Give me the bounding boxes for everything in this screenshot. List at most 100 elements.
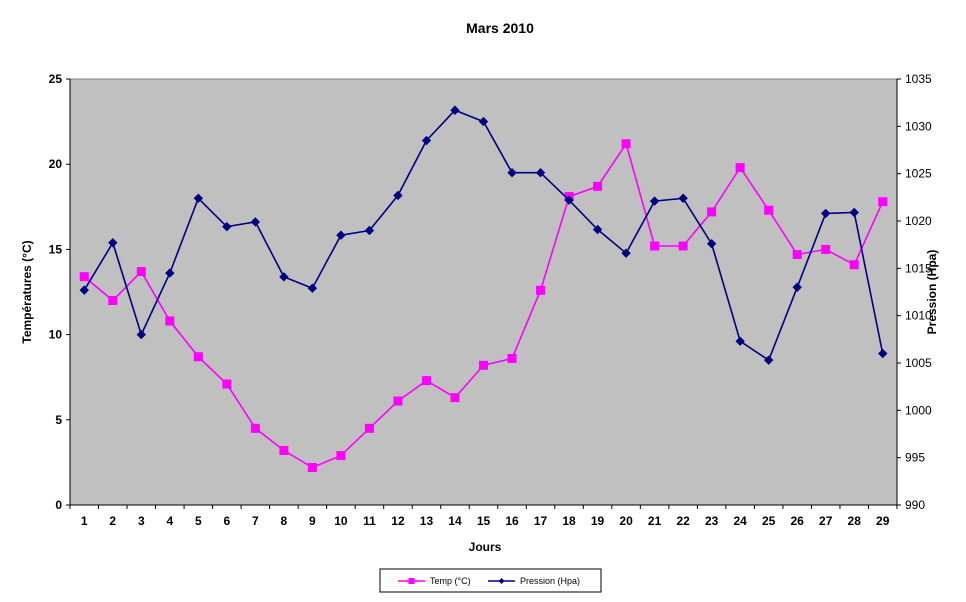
right-tick-label: 1030 bbox=[905, 119, 932, 133]
left-tick-label: 0 bbox=[55, 498, 62, 512]
data-point bbox=[735, 336, 745, 346]
data-point bbox=[307, 463, 317, 473]
data-point bbox=[279, 272, 289, 282]
data-point bbox=[393, 396, 403, 406]
data-point bbox=[849, 260, 859, 270]
data-point bbox=[193, 193, 204, 203]
data-point bbox=[193, 352, 203, 362]
data-point bbox=[621, 248, 631, 258]
x-tick-label: 25 bbox=[762, 514, 776, 528]
data-point bbox=[250, 423, 260, 433]
data-point bbox=[450, 105, 460, 115]
data-point bbox=[763, 355, 774, 365]
y-axis-title: Températures (°C) bbox=[20, 240, 34, 343]
data-point bbox=[478, 116, 489, 127]
data-point bbox=[878, 197, 888, 207]
right-tick-label: 1020 bbox=[905, 214, 932, 228]
data-point bbox=[792, 282, 802, 292]
x-axis-title: Jours bbox=[469, 540, 502, 554]
data-point bbox=[307, 283, 318, 293]
x-tick-label: 19 bbox=[591, 514, 605, 528]
data-point bbox=[878, 348, 888, 359]
data-point bbox=[450, 393, 460, 403]
x-tick-label: 8 bbox=[281, 514, 288, 528]
x-tick-label: 3 bbox=[138, 514, 145, 528]
data-point bbox=[136, 329, 147, 340]
x-tick-label: 12 bbox=[391, 514, 405, 528]
left-tick-label: 15 bbox=[49, 242, 63, 256]
data-point bbox=[136, 267, 146, 277]
x-tick-label: 1 bbox=[81, 514, 88, 528]
data-point bbox=[108, 296, 118, 306]
right-tick-label: 990 bbox=[905, 498, 925, 512]
data-point bbox=[564, 195, 574, 205]
x-tick-label: 29 bbox=[876, 514, 890, 528]
data-point bbox=[364, 423, 374, 433]
left-tick-label: 10 bbox=[49, 328, 63, 342]
data-point bbox=[706, 239, 717, 249]
right-tick-label: 1005 bbox=[905, 356, 932, 370]
data-point bbox=[364, 225, 375, 236]
x-tick-label: 20 bbox=[619, 514, 633, 528]
left-tick-label: 20 bbox=[49, 157, 63, 171]
x-tick-label: 14 bbox=[448, 514, 462, 528]
data-point bbox=[250, 217, 261, 227]
legend: Temp (°C) Pression (Hpa) bbox=[379, 568, 602, 593]
data-point bbox=[592, 224, 603, 235]
data-point bbox=[336, 230, 346, 240]
data-point bbox=[649, 196, 660, 206]
x-tick-label: 9 bbox=[309, 514, 316, 528]
data-point bbox=[535, 168, 546, 178]
x-tick-label: 24 bbox=[733, 514, 747, 528]
x-tick-label: 6 bbox=[224, 514, 231, 528]
data-point bbox=[678, 241, 688, 251]
data-point bbox=[421, 135, 432, 146]
x-tick-label: 11 bbox=[363, 514, 376, 528]
data-point bbox=[108, 238, 118, 248]
legend-label: Temp (°C) bbox=[430, 576, 471, 586]
data-point bbox=[735, 163, 745, 173]
x-tick-label: 17 bbox=[534, 514, 548, 528]
data-point bbox=[507, 168, 517, 178]
data-point bbox=[678, 193, 688, 203]
x-axis: 1 2 3 4 5 6 7 8 9 10 11 12 13 14 15 16 17 18 19 20 21 22 23 24 2… bbox=[69, 504, 898, 528]
data-point bbox=[707, 207, 717, 217]
data-point bbox=[764, 205, 774, 215]
right-tick-label: 995 bbox=[905, 451, 925, 465]
legend-marker bbox=[498, 578, 505, 584]
plot-area bbox=[69, 78, 898, 506]
data-point bbox=[849, 207, 859, 218]
data-point bbox=[279, 445, 289, 455]
left-tick-label: 5 bbox=[55, 413, 62, 427]
data-point bbox=[165, 268, 175, 278]
x-tick-label: 16 bbox=[505, 514, 519, 528]
right-tick-label: 1015 bbox=[905, 261, 932, 275]
data-point bbox=[165, 316, 175, 326]
x-tick-label: 7 bbox=[252, 514, 259, 528]
data-point bbox=[336, 451, 346, 461]
left-axis: 0 5 10 15 20 25 bbox=[49, 72, 71, 512]
x-tick-label: 21 bbox=[648, 514, 662, 528]
right-tick-label: 1025 bbox=[905, 167, 932, 181]
data-point bbox=[421, 376, 431, 386]
data-point bbox=[79, 285, 89, 295]
left-tick-label: 25 bbox=[49, 72, 63, 86]
x-tick-label: 2 bbox=[109, 514, 116, 528]
legend-label: Pression (Hpa) bbox=[520, 576, 580, 586]
right-axis: 990 995 1000 1005 1010 1015 1020 1025 1030 1035 bbox=[896, 72, 932, 512]
data-point bbox=[820, 208, 831, 219]
x-tick-label: 22 bbox=[676, 514, 690, 528]
series-layer bbox=[79, 105, 888, 473]
right-tick-label: 1010 bbox=[905, 309, 932, 323]
data-point bbox=[536, 285, 546, 295]
data-point bbox=[507, 353, 517, 363]
series-temperature bbox=[79, 139, 888, 473]
data-point bbox=[479, 360, 488, 370]
x-tick-label: 13 bbox=[420, 514, 434, 528]
x-tick-label: 15 bbox=[477, 514, 491, 528]
y2-axis-title: Pression (Hpa) bbox=[925, 250, 939, 335]
data-point bbox=[792, 250, 802, 260]
x-tick-label: 10 bbox=[334, 514, 348, 528]
chart-title: Mars 2010 bbox=[466, 20, 534, 36]
